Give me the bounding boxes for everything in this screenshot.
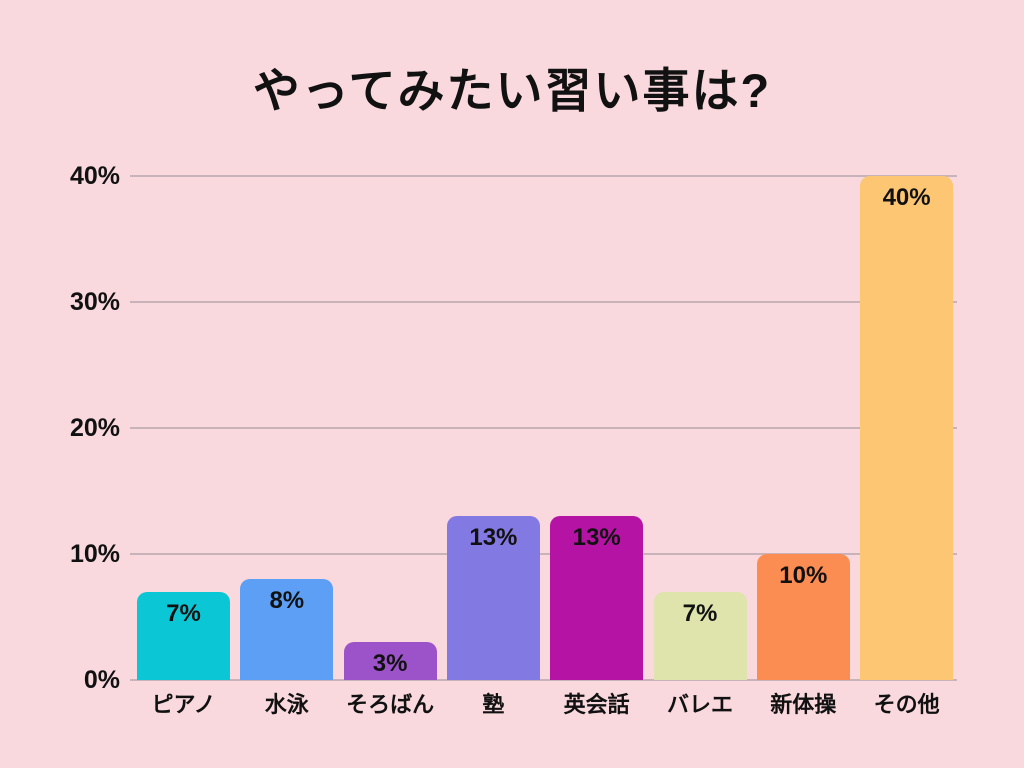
y-axis-tick-label: 10%	[69, 540, 120, 568]
bar	[137, 591, 230, 680]
y-axis-tick-label: 20%	[69, 414, 120, 442]
bar-value-label: 10%	[779, 562, 828, 589]
bar	[653, 591, 747, 680]
y-axis-tick-label: 30%	[69, 288, 120, 316]
bar	[550, 516, 644, 680]
gridline	[130, 301, 957, 303]
bar-value-label: 7%	[166, 599, 201, 627]
y-axis-tick-label: 40%	[69, 162, 120, 190]
y-axis-tick-label: 0%	[83, 666, 120, 694]
x-axis-label: 塾	[482, 692, 505, 717]
gridline	[130, 175, 957, 177]
bar	[240, 579, 334, 680]
bar	[756, 554, 850, 680]
x-axis-label: そろばん	[346, 692, 435, 717]
bar-value-label: 3%	[372, 650, 408, 678]
gridline	[130, 679, 957, 681]
x-axis-label: バレエ	[666, 692, 733, 717]
bar-value-label: 7%	[682, 599, 718, 627]
bar-value-label: 13%	[572, 524, 621, 552]
x-axis-label: 新体操	[770, 692, 837, 717]
x-axis-label: その他	[873, 692, 940, 717]
x-axis-label: 英会話	[563, 692, 630, 717]
x-axis-label: ピアノ	[151, 692, 216, 717]
bar-value-label: 13%	[469, 524, 518, 552]
bar	[343, 642, 437, 680]
x-axis-label: 水泳	[264, 692, 309, 717]
bar-value-label: 8%	[269, 587, 305, 615]
gridline	[130, 427, 957, 429]
gridline	[130, 553, 957, 555]
chart-title: やってみたい習い事は?	[252, 64, 772, 117]
bar	[860, 176, 954, 680]
bar-value-label: 40%	[882, 184, 931, 211]
bar	[446, 516, 540, 680]
